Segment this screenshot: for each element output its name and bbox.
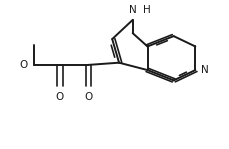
Text: N: N <box>201 65 209 75</box>
Text: O: O <box>20 60 28 70</box>
Text: N: N <box>129 6 136 15</box>
Text: O: O <box>56 92 64 102</box>
Text: H: H <box>143 6 151 15</box>
Text: O: O <box>84 92 93 102</box>
